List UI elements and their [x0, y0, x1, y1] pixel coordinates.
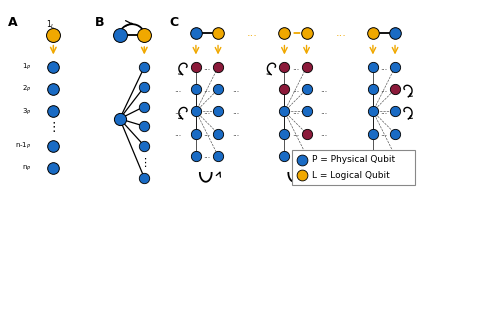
Text: ⋮: ⋮: [47, 121, 60, 134]
Point: [50, 165, 58, 170]
Point: [214, 30, 222, 35]
Point: [302, 153, 310, 159]
Text: 1$_L$: 1$_L$: [46, 18, 56, 31]
Text: ...: ...: [292, 129, 299, 138]
Point: [192, 30, 200, 35]
Point: [369, 65, 377, 70]
Text: ...: ...: [204, 129, 210, 138]
Text: 2$_P$: 2$_P$: [22, 84, 31, 95]
Point: [192, 109, 200, 114]
Text: ...: ...: [320, 85, 328, 94]
Text: ...: ...: [204, 107, 210, 116]
Point: [391, 30, 399, 35]
Point: [391, 87, 399, 92]
Text: ...: ...: [204, 63, 210, 72]
Point: [298, 157, 306, 162]
Point: [140, 33, 148, 38]
Text: B: B: [95, 16, 104, 29]
Text: L = Logical Qubit: L = Logical Qubit: [312, 171, 390, 180]
Point: [280, 65, 288, 70]
Point: [391, 65, 399, 70]
Point: [391, 131, 399, 136]
Point: [369, 87, 377, 92]
Text: ...: ...: [380, 107, 388, 116]
Point: [302, 30, 310, 35]
Text: C: C: [169, 16, 178, 29]
Text: ...: ...: [320, 107, 328, 116]
Point: [192, 153, 200, 159]
Point: [302, 109, 310, 114]
Text: ...: ...: [174, 85, 181, 94]
Point: [302, 65, 310, 70]
Point: [140, 104, 148, 109]
Point: [214, 109, 222, 114]
Point: [140, 84, 148, 90]
Point: [214, 131, 222, 136]
Point: [214, 153, 222, 159]
Point: [391, 109, 399, 114]
Point: [192, 65, 200, 70]
Point: [369, 30, 377, 35]
Point: [140, 65, 148, 70]
Text: ...: ...: [292, 63, 299, 72]
Text: ...: ...: [380, 129, 388, 138]
Point: [302, 87, 310, 92]
Text: 3$_P$: 3$_P$: [22, 106, 31, 117]
Point: [214, 87, 222, 92]
Point: [214, 65, 222, 70]
Text: n-1$_P$: n-1$_P$: [15, 141, 31, 151]
Text: ...: ...: [232, 85, 239, 94]
Text: ...: ...: [232, 129, 239, 138]
Point: [302, 131, 310, 136]
Text: ...: ...: [174, 107, 181, 116]
Point: [50, 33, 58, 38]
Text: ...: ...: [336, 28, 346, 38]
Text: ...: ...: [174, 129, 181, 138]
Point: [50, 143, 58, 149]
Point: [50, 65, 58, 70]
Text: ...: ...: [292, 107, 299, 116]
Text: 1$_P$: 1$_P$: [22, 62, 31, 72]
Point: [280, 87, 288, 92]
Point: [140, 175, 148, 180]
Point: [192, 87, 200, 92]
Text: ...: ...: [380, 63, 388, 72]
Point: [280, 30, 288, 35]
Point: [50, 109, 58, 114]
Text: ...: ...: [247, 28, 258, 38]
Point: [116, 33, 124, 38]
Point: [298, 173, 306, 178]
Text: ...: ...: [204, 151, 210, 160]
Text: ...: ...: [380, 151, 388, 160]
FancyBboxPatch shape: [292, 150, 414, 185]
Text: ...: ...: [204, 85, 210, 94]
Point: [280, 131, 288, 136]
Text: n$_P$: n$_P$: [22, 164, 31, 172]
Text: A: A: [8, 16, 18, 29]
Text: ⋮: ⋮: [138, 158, 150, 168]
Point: [369, 109, 377, 114]
Text: ...: ...: [232, 107, 239, 116]
Point: [369, 131, 377, 136]
Point: [280, 153, 288, 159]
Text: ...: ...: [292, 85, 299, 94]
Text: ...: ...: [380, 85, 388, 94]
Point: [391, 153, 399, 159]
Point: [140, 143, 148, 149]
Point: [116, 116, 124, 122]
Text: ...: ...: [320, 129, 328, 138]
Point: [280, 109, 288, 114]
Point: [369, 153, 377, 159]
Point: [50, 87, 58, 92]
Point: [140, 124, 148, 129]
Point: [192, 131, 200, 136]
Text: ...: ...: [292, 151, 299, 160]
Text: P = Physical Qubit: P = Physical Qubit: [312, 155, 396, 164]
